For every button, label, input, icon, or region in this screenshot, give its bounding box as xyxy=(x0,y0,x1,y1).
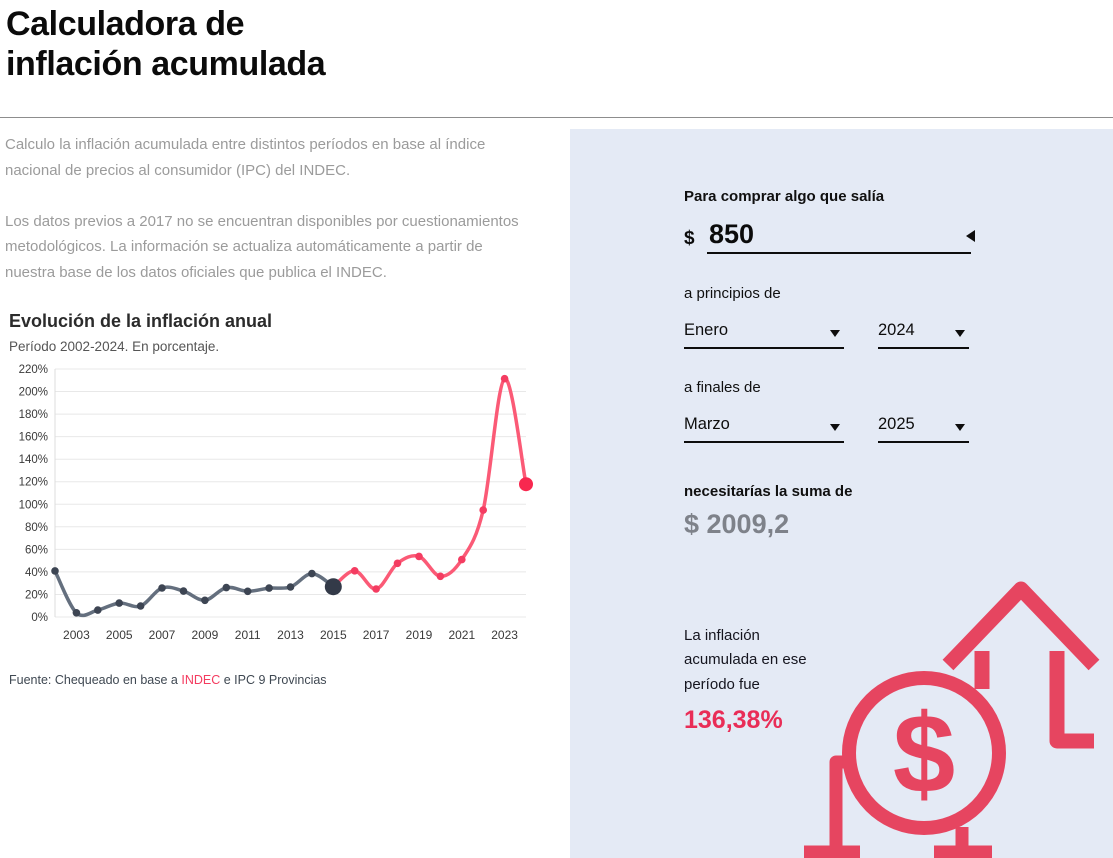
calculator-panel: Para comprar algo que salía $ a principi… xyxy=(570,129,1113,858)
svg-text:160%: 160% xyxy=(19,432,48,444)
svg-text:60%: 60% xyxy=(25,544,48,556)
start-year-select[interactable]: 2024 xyxy=(878,321,969,349)
svg-text:2009: 2009 xyxy=(192,628,219,642)
chart-section: Evolución de la inflación anual Período … xyxy=(5,311,556,687)
svg-text:200%: 200% xyxy=(19,386,48,398)
money-rising-icon: $ xyxy=(804,581,1100,858)
coin-circle-icon xyxy=(842,671,1006,835)
end-month-select[interactable]: Marzo xyxy=(684,415,844,443)
start-year-value: 2024 xyxy=(878,321,915,339)
svg-text:2021: 2021 xyxy=(448,628,475,642)
result-amount: $ 2009,2 xyxy=(684,509,790,539)
chevron-down-icon xyxy=(955,330,965,337)
inflation-value: 136,38% xyxy=(684,705,783,734)
svg-text:2023: 2023 xyxy=(491,628,518,642)
intro-paragraph-1: Calculo la inflación acumulada entre dis… xyxy=(5,136,486,179)
svg-text:2011: 2011 xyxy=(235,628,261,642)
up-arrow-icon xyxy=(942,581,1100,671)
source-text-suffix: e IPC 9 Provincias xyxy=(220,672,327,687)
svg-text:2019: 2019 xyxy=(406,628,433,642)
chevron-down-icon xyxy=(830,424,840,431)
page-title-line1: Calculadora de xyxy=(6,5,245,43)
svg-text:100%: 100% xyxy=(19,499,48,511)
amount-input-underline xyxy=(707,219,975,254)
end-year-value: 2025 xyxy=(878,415,915,433)
start-period-row: Enero 2024 xyxy=(684,321,1113,349)
indec-link[interactable]: INDEC xyxy=(181,672,221,687)
page-header: Calculadora de inflación acumulada xyxy=(0,0,1113,84)
currency-symbol: $ xyxy=(684,228,695,249)
start-month-value: Enero xyxy=(684,321,729,339)
start-month-select[interactable]: Enero xyxy=(684,321,844,349)
source-note: Fuente: Chequeado en base a INDEC e IPC … xyxy=(9,673,556,687)
svg-text:2007: 2007 xyxy=(149,628,176,642)
end-period-label: a finales de xyxy=(684,379,761,396)
chart-title: Evolución de la inflación anual xyxy=(9,310,273,331)
end-year-select[interactable]: 2025 xyxy=(878,415,969,443)
svg-text:220%: 220% xyxy=(19,364,48,376)
amount-label: Para comprar algo que salía xyxy=(684,188,885,205)
start-period-label: a principios de xyxy=(684,285,781,302)
svg-text:2003: 2003 xyxy=(63,628,90,642)
svg-text:2017: 2017 xyxy=(363,628,390,642)
header-divider xyxy=(0,117,1113,118)
svg-text:40%: 40% xyxy=(25,567,48,579)
amount-input-arrow-icon[interactable] xyxy=(966,230,975,242)
dollar-sign-icon: $ xyxy=(893,691,955,816)
svg-text:2005: 2005 xyxy=(106,628,133,642)
inflation-text: La inflación acumulada en ese período fu… xyxy=(684,627,807,693)
up-arrow-leg-icon xyxy=(1049,651,1094,749)
page-title: Calculadora de inflación acumulada xyxy=(0,0,1113,84)
source-text-prefix: Fuente: Chequeado en base a xyxy=(9,672,182,687)
result-label: necesitarías la suma de xyxy=(684,483,853,500)
inflation-line-chart: 0% 20% 40% 60% 80% 100% 120% 140% 160% 180% 200% 22… xyxy=(19,364,533,642)
svg-text:180%: 180% xyxy=(19,409,48,421)
svg-text:2015: 2015 xyxy=(320,628,347,642)
amount-field: $ xyxy=(684,219,1113,254)
chart-subtitle: Período 2002-2024. En porcentaje. xyxy=(9,338,220,354)
end-month-value: Marzo xyxy=(684,415,730,433)
chevron-down-icon xyxy=(955,424,965,431)
chevron-down-icon xyxy=(830,330,840,337)
svg-text:140%: 140% xyxy=(19,454,48,466)
calculator-form: Para comprar algo que salía $ a principi… xyxy=(570,129,1113,858)
intro-column: Calculo la inflación acumulada entre dis… xyxy=(0,130,556,687)
svg-text:120%: 120% xyxy=(19,477,48,489)
svg-text:0%: 0% xyxy=(31,612,48,624)
svg-text:20%: 20% xyxy=(25,589,48,601)
svg-text:2013: 2013 xyxy=(277,628,304,642)
amount-input[interactable] xyxy=(707,219,971,252)
end-period-row: Marzo 2025 xyxy=(684,415,1113,443)
intro-paragraph-2: Los datos previos a 2017 no se encuentra… xyxy=(5,212,519,282)
page-title-line2: inflación acumulada xyxy=(6,45,326,84)
svg-text:80%: 80% xyxy=(25,522,48,534)
